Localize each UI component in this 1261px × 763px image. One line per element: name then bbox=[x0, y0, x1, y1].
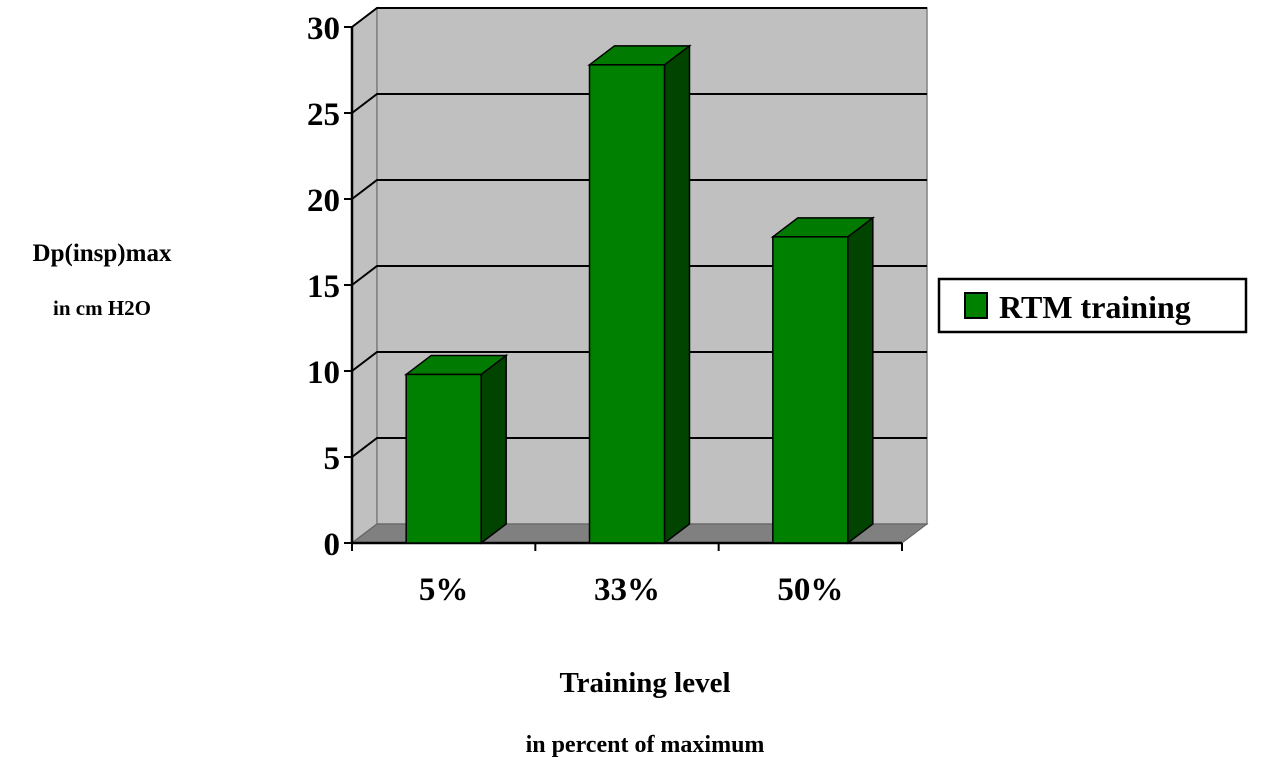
bar-side bbox=[847, 216, 874, 545]
x-tick-label: 33% bbox=[594, 572, 660, 608]
legend-swatch bbox=[964, 292, 988, 319]
bar bbox=[770, 216, 876, 545]
bar-side bbox=[480, 353, 507, 545]
bar-front bbox=[405, 373, 482, 544]
gridlines bbox=[351, 7, 927, 458]
gridline bbox=[351, 437, 927, 458]
x-tick-label: 5% bbox=[419, 572, 469, 608]
y-axis-sublabel: in cm H2O bbox=[53, 296, 151, 320]
y-tick-label: 10 bbox=[307, 355, 340, 391]
bar-front bbox=[588, 64, 666, 544]
legend-box bbox=[937, 277, 1248, 334]
gridline bbox=[351, 7, 927, 28]
y-tick-label: 5 bbox=[324, 441, 341, 477]
y-tick-label: 30 bbox=[307, 11, 340, 47]
y-tick-label: 25 bbox=[307, 97, 340, 133]
gridline bbox=[351, 179, 927, 200]
y-tick-label: 15 bbox=[307, 269, 340, 305]
bar-front bbox=[772, 236, 849, 544]
y-tick-label: 20 bbox=[307, 183, 340, 219]
x-axis-label: Training level bbox=[559, 667, 730, 699]
bar bbox=[587, 44, 692, 545]
gridline bbox=[351, 93, 927, 114]
y-tick-labels: 0 5 10 15 20 25 30 bbox=[307, 11, 340, 563]
bar-side bbox=[663, 44, 691, 545]
x-tick-labels: 5% 33% 50% bbox=[419, 572, 843, 608]
legend-label: RTM training bbox=[999, 289, 1191, 325]
legend: RTM training bbox=[937, 277, 1248, 334]
bar bbox=[403, 353, 509, 545]
gridline bbox=[351, 265, 927, 286]
y-axis-label: Dp(insp)max bbox=[33, 240, 172, 267]
bars bbox=[403, 44, 876, 545]
x-tick-label: 50% bbox=[777, 572, 843, 608]
y-tick-label: 0 bbox=[324, 527, 341, 563]
x-axis-sublabel: in percent of maximum bbox=[526, 732, 765, 758]
gridline bbox=[351, 351, 927, 372]
